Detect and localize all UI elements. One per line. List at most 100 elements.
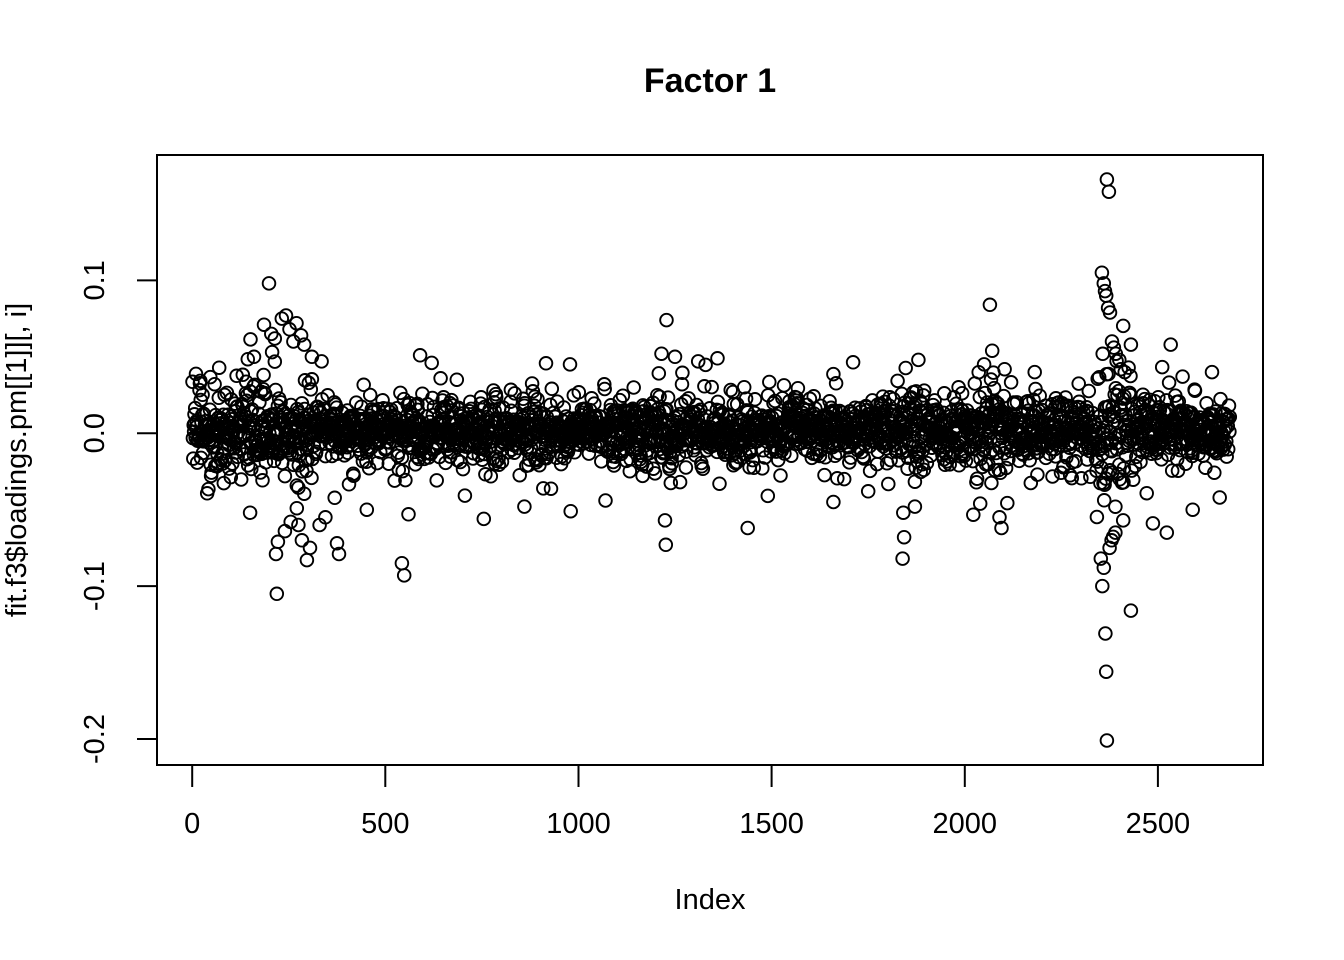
scatter-point [362, 387, 378, 403]
scatter-point [659, 312, 674, 328]
scatter-point [895, 551, 910, 566]
scatter-point [746, 460, 762, 476]
scatter-point [615, 388, 631, 403]
x-tick-label: 1000 [546, 808, 611, 840]
scatter-point [398, 472, 413, 488]
scatter-point [640, 434, 656, 450]
scatter-point [896, 529, 912, 545]
scatter-point [243, 332, 258, 347]
scatter-point [896, 505, 911, 520]
scatter-point [983, 372, 999, 387]
scatter-point [784, 448, 799, 463]
scatter-point [1071, 376, 1086, 391]
scatter-point [425, 390, 440, 406]
scatter-point [994, 520, 1009, 536]
scatter-point [217, 453, 233, 468]
scatter-point [1154, 359, 1170, 375]
scatter-point [563, 503, 578, 519]
scatter-point [483, 469, 499, 484]
scatter-point [658, 537, 674, 553]
scatter-point [308, 444, 324, 460]
scatter-point [907, 499, 923, 514]
scatter-point [597, 377, 612, 392]
scatter-point [331, 546, 347, 562]
scatter-point [667, 349, 683, 365]
x-axis-ticks: 0 500 1000 1500 2000 2500 [184, 765, 1190, 840]
scatter-point [1064, 470, 1080, 486]
scatter-point [1099, 172, 1115, 187]
scatter-point [1115, 318, 1131, 334]
scatter-point [538, 356, 554, 371]
scatter-point [261, 276, 277, 291]
scatter-point [898, 360, 913, 376]
scatter-point [289, 500, 305, 516]
scatter-point [512, 467, 527, 483]
scatter-point [760, 488, 776, 504]
scatter-point [1125, 472, 1141, 487]
scatter-point [969, 471, 985, 486]
scatter-point [911, 438, 926, 454]
scatter-point [762, 374, 777, 390]
scatter-point [678, 460, 694, 475]
scatter-point [1139, 485, 1154, 501]
y-tick-label: 0.0 [79, 413, 111, 453]
scatter-point [1074, 471, 1089, 486]
scatter-point [278, 308, 294, 323]
scatter-point [652, 389, 667, 404]
scatter-point [346, 468, 361, 483]
scatter-point [1099, 733, 1115, 748]
scatter-point [1098, 664, 1114, 679]
scatter-point [1133, 454, 1148, 470]
scatter-point [998, 460, 1014, 476]
scatter-point [1213, 391, 1228, 407]
scatter-point [982, 297, 998, 313]
scatter-point [1102, 305, 1118, 320]
scatter-point [395, 463, 410, 479]
scatter-point [457, 488, 473, 503]
x-tick-label: 1500 [739, 808, 804, 840]
scatter-point [877, 394, 893, 410]
scatter-point [327, 490, 342, 506]
scatter-point [394, 555, 410, 571]
scatter-point [997, 361, 1012, 377]
scatter-point [296, 337, 312, 352]
scatter-point [571, 385, 587, 400]
scatter-point [301, 375, 317, 391]
scatter-point [299, 552, 315, 568]
scatter-point [383, 402, 399, 417]
y-tick-label: 0.1 [79, 260, 111, 300]
scatter-point [647, 466, 663, 481]
scatter-point [817, 467, 832, 483]
scatter-point [1108, 499, 1123, 514]
scatter-point [790, 380, 806, 396]
scatter-point [318, 510, 333, 525]
scatter-point [294, 533, 310, 548]
scatter-point [845, 355, 861, 370]
scatter-point [255, 473, 270, 488]
scatter-point [826, 366, 841, 382]
scatter-point [710, 351, 725, 366]
scatter-point [302, 540, 318, 556]
scatter-point [1101, 184, 1117, 199]
scatter-point [193, 373, 208, 389]
x-tick-label: 0 [184, 808, 200, 840]
scatter-point [812, 448, 828, 464]
scatter-point [1187, 383, 1203, 399]
scatter-point [1145, 516, 1161, 531]
scatter-point [663, 475, 679, 491]
scatter-point [1121, 360, 1136, 375]
scatter-point [597, 381, 612, 397]
scatter-point [544, 381, 560, 397]
scatter-point [1045, 469, 1060, 484]
scatter-point [1220, 418, 1236, 434]
scatter-point [1096, 560, 1112, 576]
scatter-point [954, 385, 970, 401]
scatter-point [356, 377, 371, 393]
scatter-point [207, 438, 223, 454]
scatter-point [1108, 380, 1124, 396]
scatter-point [740, 520, 755, 536]
scatter-point [996, 388, 1012, 404]
scatter-point [543, 397, 558, 413]
scatter-point [303, 382, 319, 397]
scatter-point [747, 392, 763, 407]
